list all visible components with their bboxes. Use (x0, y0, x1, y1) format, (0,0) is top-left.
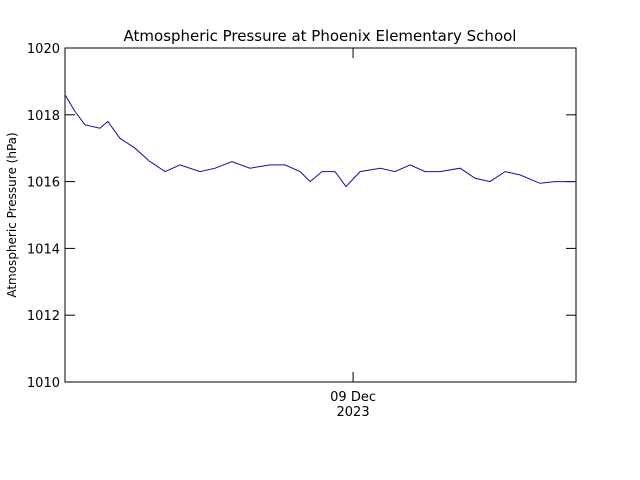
y-tick-label: 1012 (27, 309, 60, 324)
x-tick-label-line: 2023 (337, 405, 370, 420)
y-axis-label: Atmospheric Pressure (hPa) (5, 132, 19, 297)
x-tick-label-line: 09 Dec (330, 390, 376, 405)
x-tick-label: 09 Dec 2023 (330, 390, 376, 420)
y-tick-label: 1010 (27, 376, 60, 391)
y-tick-label: 1016 (27, 176, 60, 191)
data-line (64, 94, 575, 188)
y-tick-label: 1020 (27, 42, 60, 57)
y-tick-label: 1014 (27, 242, 60, 257)
y-tick-label: 1018 (27, 109, 60, 124)
chart-title: Atmospheric Pressure at Phoenix Elementa… (124, 27, 517, 45)
plot-frame (64, 47, 577, 383)
